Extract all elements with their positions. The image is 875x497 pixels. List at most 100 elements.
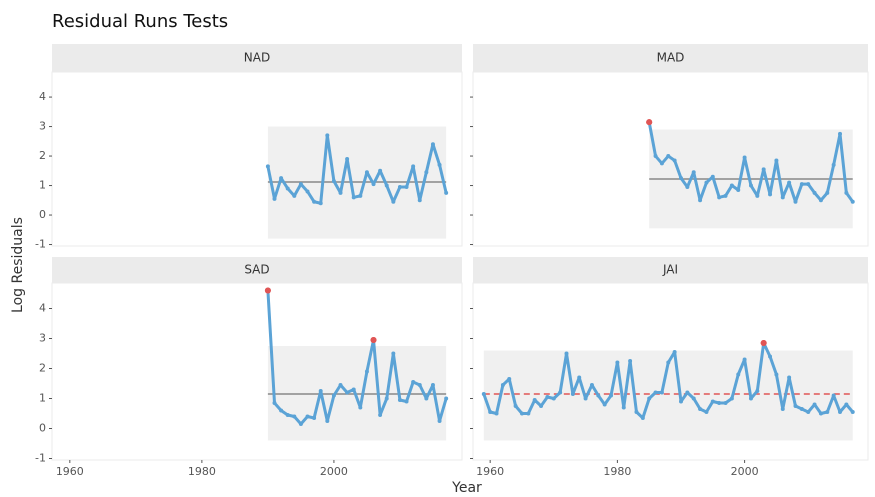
point (729, 183, 734, 188)
x-tick-label: 1980 (188, 465, 216, 478)
y-tick-label: 4 (39, 90, 46, 103)
point (444, 190, 449, 195)
point (305, 414, 310, 419)
point (279, 408, 284, 413)
point (787, 180, 792, 185)
point (768, 354, 773, 359)
strip (473, 257, 868, 283)
point (698, 407, 703, 411)
point (358, 405, 363, 410)
point (659, 161, 664, 166)
point (384, 396, 389, 401)
outlier-marker (646, 119, 653, 126)
point (793, 404, 798, 408)
point (545, 395, 550, 399)
point (628, 359, 633, 363)
panel-border (51, 71, 463, 247)
point (325, 419, 330, 423)
strip-label: SAD (244, 263, 269, 277)
point (519, 411, 524, 416)
point (748, 396, 753, 401)
strip-label: JAI (662, 263, 678, 277)
point (653, 154, 658, 159)
point (723, 193, 728, 198)
point (838, 131, 843, 136)
point (736, 187, 741, 192)
point (666, 154, 671, 159)
point (685, 390, 690, 395)
point (799, 182, 804, 187)
point (338, 383, 343, 387)
point (444, 396, 449, 401)
point (691, 396, 696, 401)
y-tick-label: 3 (39, 120, 46, 133)
point (742, 155, 747, 160)
y-tick-label: -1 (35, 238, 46, 251)
point (806, 182, 811, 187)
point (666, 360, 671, 365)
point (653, 390, 658, 395)
point (787, 375, 792, 380)
point (850, 199, 855, 204)
point (292, 193, 297, 198)
point (378, 413, 383, 417)
point (285, 413, 290, 417)
point (799, 407, 804, 411)
point (844, 190, 849, 195)
strip (473, 44, 868, 72)
point (298, 422, 303, 426)
y-tick-label: 0 (39, 422, 46, 435)
point (558, 390, 563, 395)
x-tick-label: 1960 (56, 465, 84, 478)
point (621, 405, 626, 410)
point (825, 410, 830, 414)
point (704, 180, 709, 185)
point (647, 396, 652, 401)
point (430, 142, 435, 147)
x-tick-label: 2000 (320, 465, 348, 478)
point (404, 185, 409, 190)
point (312, 416, 317, 420)
point (793, 199, 798, 204)
point (318, 201, 323, 206)
strip (52, 44, 462, 72)
point (850, 410, 855, 414)
point (391, 199, 396, 204)
point (305, 189, 310, 194)
point (551, 396, 556, 401)
point (704, 410, 709, 414)
point (831, 393, 836, 398)
y-tick-label: 0 (39, 208, 46, 221)
y-tick-label: 3 (39, 332, 46, 345)
point (818, 411, 823, 416)
y-tick-label: 1 (39, 179, 46, 192)
point (417, 383, 422, 387)
point (279, 176, 284, 181)
point (285, 186, 290, 191)
point (838, 410, 843, 414)
point (780, 195, 785, 200)
y-tick-label: 2 (39, 362, 46, 375)
point (298, 182, 303, 187)
point (698, 198, 703, 203)
point (659, 390, 664, 395)
point (351, 195, 356, 200)
point (742, 357, 747, 362)
y-tick-label: 2 (39, 149, 46, 162)
point (691, 170, 696, 175)
outlier-marker (760, 340, 767, 346)
point (325, 133, 330, 138)
point (723, 401, 728, 405)
y-tick-label: -1 (35, 452, 46, 465)
strip (52, 257, 462, 283)
point (596, 393, 601, 398)
point (589, 383, 594, 387)
point (825, 190, 830, 195)
point (424, 396, 429, 401)
series-line (266, 290, 448, 426)
point (812, 190, 817, 195)
point (364, 170, 369, 175)
point (494, 411, 499, 416)
point (812, 402, 817, 407)
point (532, 398, 537, 402)
